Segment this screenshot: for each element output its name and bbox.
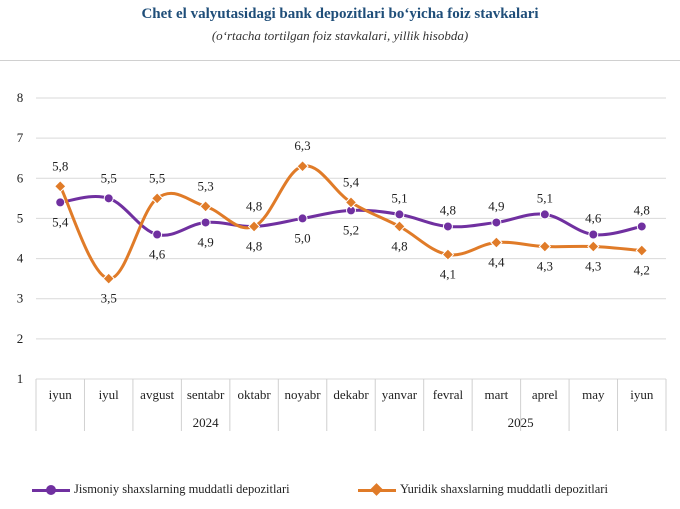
x-tick-label-3: sentabr (187, 387, 225, 402)
x-tick-label-2: avgust (140, 387, 174, 402)
marker-s0-p9 (491, 217, 502, 228)
data-label-s1-p5: 6,3 (294, 138, 310, 153)
data-label-s1-p6: 5,4 (343, 174, 360, 189)
x-tick-label-0: iyun (49, 387, 73, 402)
x-group-label-1: 2025 (508, 415, 534, 430)
data-label-s0-p11: 4,6 (585, 210, 602, 225)
x-tick-label-6: dekabr (333, 387, 369, 402)
data-label-s0-p0: 5,4 (52, 214, 69, 229)
data-label-s0-p2: 4,6 (149, 246, 166, 261)
x-tick-label-8: fevral (433, 387, 464, 402)
x-tick-label-9: mart (484, 387, 508, 402)
legend-swatch-jismoniy (32, 483, 70, 497)
data-label-s1-p4: 4,8 (246, 238, 262, 253)
data-label-s1-p12: 4,2 (634, 263, 650, 278)
marker-s1-p9 (490, 236, 503, 249)
marker-s1-p0 (54, 180, 67, 193)
marker-s1-p3 (199, 200, 212, 213)
y-tick-label-3: 3 (17, 291, 24, 306)
data-label-s1-p2: 5,5 (149, 170, 165, 185)
marker-s0-p3 (200, 217, 211, 228)
data-label-s1-p11: 4,3 (585, 259, 601, 274)
marker-s1-p2 (150, 192, 164, 205)
marker-s0-p0 (55, 197, 66, 208)
legend-item-jismoniy: Jismoniy shaxslarning muddatli depozitla… (32, 482, 290, 497)
marker-s0-p7 (394, 209, 405, 220)
data-label-s0-p9: 4,9 (488, 198, 504, 213)
x-tick-label-7: yanvar (382, 387, 418, 402)
marker-s1-p6 (344, 196, 358, 209)
x-tick-label-5: noyabr (284, 387, 321, 402)
y-tick-label-2: 2 (17, 331, 24, 346)
data-label-s0-p12: 4,8 (634, 202, 650, 217)
x-tick-label-12: iyun (630, 387, 654, 402)
chart-legend: Jismoniy shaxslarning muddatli depozitla… (0, 482, 680, 502)
line-chart: 1 2 3 4 5 6 7 8 iyun iyul avgust sentabr oktabr noyab… (17, 90, 667, 431)
x-tick-label-11: may (582, 387, 605, 402)
x-group-label-0: 2024 (193, 415, 220, 430)
data-label-s1-p10: 4,3 (537, 259, 553, 274)
data-label-s0-p5: 5,0 (294, 230, 310, 245)
marker-s0-p12 (636, 221, 647, 232)
marker-s0-p8 (442, 221, 453, 232)
marker-s1-p8 (441, 248, 455, 261)
x-tick-label-10: aprel (532, 387, 558, 402)
marker-s1-p7 (393, 220, 406, 233)
data-label-s0-p7: 5,1 (391, 190, 407, 205)
marker-s0-p10 (539, 209, 550, 220)
legend-label-yuridik: Yuridik shaxslarning muddatli depozitlar… (400, 482, 608, 496)
data-label-s1-p7: 4,8 (391, 238, 407, 253)
legend-swatch-yuridik (358, 482, 396, 497)
marker-s1-p1 (102, 272, 115, 285)
marker-s1-p10 (538, 240, 552, 253)
y-tick-label-8: 8 (17, 90, 24, 105)
marker-s1-p12 (635, 244, 648, 257)
marker-s0-p5 (297, 213, 308, 224)
x-tick-label-4: oktabr (237, 387, 271, 402)
marker-s0-p11 (588, 229, 599, 240)
marker-s0-p2 (152, 229, 163, 240)
data-label-s0-p4: 4,8 (246, 198, 262, 213)
y-tick-label-6: 6 (17, 170, 24, 185)
chart-frame (0, 60, 680, 509)
chart-title: Chet el valyutasidagi bank depozitlari b… (141, 6, 539, 22)
y-tick-label-4: 4 (17, 251, 24, 266)
data-label-s1-p9: 4,4 (488, 255, 505, 270)
marker-s1-p5 (296, 160, 309, 173)
legend-item-yuridik: Yuridik shaxslarning muddatli depozitlar… (358, 482, 608, 497)
y-tick-label-1: 1 (17, 371, 24, 386)
chart-subtitle: (o‘rtacha tortilgan foiz stavkalari, yil… (211, 28, 469, 43)
data-label-s0-p6: 5,2 (343, 222, 359, 237)
data-label-s0-p8: 4,8 (440, 202, 456, 217)
legend-label-jismoniy: Jismoniy shaxslarning muddatli depozitla… (74, 482, 290, 496)
marker-s0-p1 (103, 193, 114, 204)
y-tick-label-7: 7 (17, 130, 24, 145)
data-label-s0-p10: 5,1 (537, 190, 553, 205)
data-label-s0-p1: 5,5 (101, 170, 117, 185)
data-label-s1-p8: 4,1 (440, 267, 456, 282)
x-tick-label-1: iyul (99, 387, 120, 402)
marker-s1-p11 (587, 240, 600, 253)
marker-s1-p4 (247, 220, 261, 233)
data-label-s1-p0: 5,8 (52, 158, 68, 173)
y-tick-label-5: 5 (17, 210, 24, 225)
data-label-s1-p3: 5,3 (197, 178, 213, 193)
data-label-s0-p3: 4,9 (197, 234, 213, 249)
data-label-s1-p1: 3,5 (101, 291, 117, 306)
